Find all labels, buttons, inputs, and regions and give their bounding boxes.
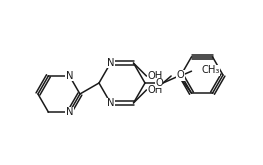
- Text: N: N: [107, 58, 114, 68]
- Text: OH: OH: [148, 85, 163, 95]
- Text: N: N: [107, 98, 114, 108]
- Text: N: N: [66, 107, 73, 117]
- Text: OH: OH: [148, 71, 163, 81]
- Text: N: N: [66, 71, 73, 81]
- Text: O: O: [155, 78, 163, 88]
- Text: CH₃: CH₃: [201, 65, 220, 75]
- Text: O: O: [177, 70, 184, 80]
